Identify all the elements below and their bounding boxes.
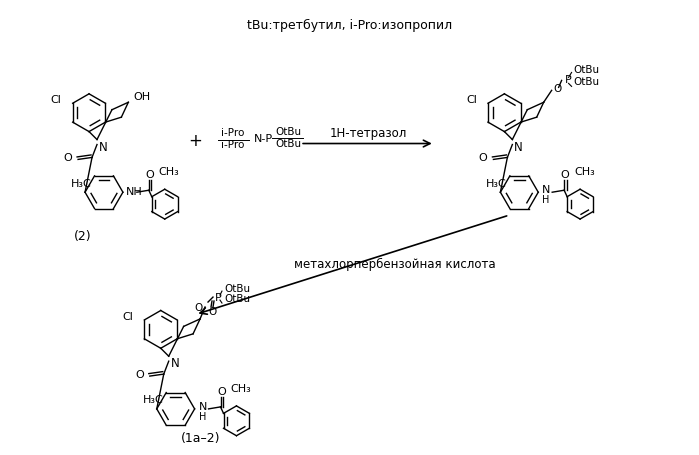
- Text: O: O: [217, 387, 226, 397]
- Text: OtBu: OtBu: [275, 138, 301, 148]
- Text: OtBu: OtBu: [574, 77, 600, 87]
- Text: N: N: [199, 402, 207, 412]
- Text: (2): (2): [74, 230, 92, 243]
- Text: CH₃: CH₃: [574, 167, 595, 177]
- Text: Cl: Cl: [51, 95, 62, 105]
- Text: O: O: [64, 153, 72, 163]
- Text: 1H-тетразол: 1H-тетразол: [329, 127, 407, 140]
- Text: OH: OH: [134, 92, 150, 102]
- Text: O: O: [195, 303, 203, 313]
- Text: (1a–2): (1a–2): [181, 432, 220, 445]
- Text: i-Pro: i-Pro: [220, 140, 244, 150]
- Text: N: N: [171, 357, 180, 370]
- Text: O: O: [135, 370, 144, 380]
- Text: H₃C: H₃C: [71, 179, 92, 189]
- Text: NH: NH: [126, 187, 143, 197]
- Text: P: P: [215, 293, 222, 303]
- Text: OtBu: OtBu: [275, 126, 301, 136]
- Text: +: +: [189, 131, 203, 150]
- Text: Cl: Cl: [122, 312, 134, 322]
- Text: H₃C: H₃C: [486, 179, 507, 189]
- Text: O: O: [554, 84, 562, 94]
- Text: i-Pro: i-Pro: [220, 127, 244, 137]
- Text: N: N: [99, 141, 108, 153]
- Text: O: O: [209, 307, 217, 317]
- Text: O: O: [561, 170, 570, 180]
- Text: N-P: N-P: [253, 134, 273, 143]
- Text: O: O: [145, 170, 154, 180]
- Text: OtBu: OtBu: [224, 294, 250, 304]
- Text: Cl: Cl: [466, 95, 477, 105]
- Text: tBu:третбутил, i-Pro:изопропил: tBu:третбутил, i-Pro:изопропил: [247, 19, 452, 32]
- Text: CH₃: CH₃: [159, 167, 180, 177]
- Text: O: O: [479, 153, 487, 163]
- Text: N: N: [542, 185, 551, 195]
- Text: OtBu: OtBu: [574, 66, 600, 76]
- Text: OtBu: OtBu: [224, 284, 250, 294]
- Text: метахлорпербензойная кислота: метахлорпербензойная кислота: [294, 258, 496, 271]
- Text: CH₃: CH₃: [231, 384, 251, 394]
- Text: P: P: [565, 76, 571, 86]
- Text: H: H: [199, 412, 206, 422]
- Text: H₃C: H₃C: [143, 395, 164, 405]
- Text: H: H: [542, 195, 549, 205]
- Text: N: N: [514, 141, 523, 153]
